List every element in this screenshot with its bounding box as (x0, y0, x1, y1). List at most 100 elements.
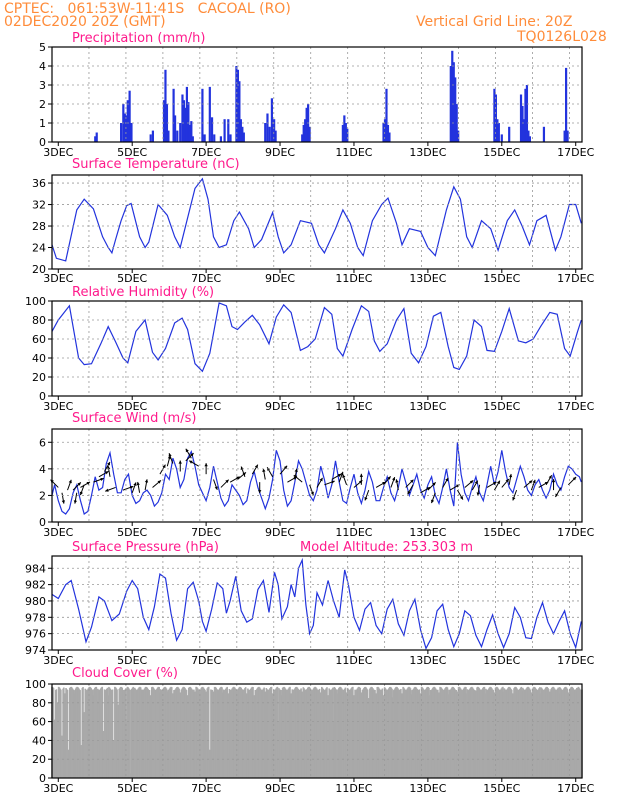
precip-bar (273, 119, 276, 142)
panel-6: 0 20 40 60 80 100 3DEC 5DEC 7DEC 9DEC 11DEC 13DEC 15… (25, 666, 595, 795)
precip-bar (130, 123, 133, 142)
wind-arrow (523, 480, 533, 488)
y-tick-label: 3 (39, 79, 46, 92)
cloud-bar (207, 686, 210, 778)
wind-arrow-head (395, 479, 399, 483)
y-tick-label: 28 (32, 220, 46, 233)
precip-bar (452, 62, 455, 143)
x-tick-label: 7DEC (191, 782, 221, 795)
precip-bar (172, 88, 175, 142)
wind-arrow (501, 478, 510, 488)
wind-arrow (136, 481, 141, 493)
x-tick-label: 13DEC (409, 272, 446, 285)
wind-arrow-head (572, 477, 577, 481)
precip-bar (496, 119, 499, 142)
precip-bar (182, 100, 186, 142)
precip-bar (187, 102, 190, 142)
wind-arrow-head (214, 486, 218, 490)
x-tick-label: 5DEC (117, 526, 147, 539)
precip-bar (184, 107, 187, 142)
precip-bar (563, 130, 566, 142)
precip-bar (236, 69, 240, 142)
wind-arrow-head (410, 479, 414, 484)
wind-arrow (204, 463, 208, 475)
x-tick-label: 11DEC (335, 654, 372, 667)
wind-arrow-head (79, 491, 84, 496)
y-tick-label: 100 (25, 678, 46, 691)
precip-bar (304, 119, 307, 142)
x-tick-label: 17DEC (557, 526, 594, 539)
x-tick-label: 13DEC (409, 782, 446, 795)
x-tick-label: 15DEC (483, 782, 520, 795)
panel-frame (51, 300, 583, 397)
precip-bar (457, 130, 460, 142)
wind-arrow-head (551, 479, 556, 483)
x-tick-label: 3DEC (43, 526, 73, 539)
wind-arrow-head (426, 487, 431, 491)
wind-arrow-head (190, 453, 194, 457)
precip-bar (305, 107, 308, 142)
panel-title: Relative Humidity (%) (72, 285, 214, 300)
series-line (51, 557, 582, 650)
precip-bar (346, 128, 349, 142)
x-tick-label: 7DEC (191, 400, 221, 413)
panel-5: 974 976 978 980 982 984 3DEC 5DEC 7DEC 9DEC 11DEC 1… (25, 540, 595, 667)
panel-annotation: Model Altitude: 253.303 m (300, 540, 473, 555)
wind-arrow (316, 477, 323, 488)
y-tick-label: 982 (25, 579, 46, 592)
precip-bar (126, 100, 129, 142)
wind-arrow-head (505, 479, 509, 483)
wind-arrow-head (178, 460, 182, 464)
wind-arrow (168, 453, 174, 464)
wind-arrow (104, 461, 111, 472)
x-tick-label: 9DEC (265, 782, 295, 795)
panel-title: Surface Pressure (hPa) (72, 540, 219, 555)
y-tick-label: 20 (32, 371, 46, 384)
wind-arrow-head (548, 475, 552, 479)
wind-arrow-head (555, 493, 559, 497)
x-tick-label: 13DEC (409, 400, 446, 413)
wind-arrow (131, 482, 137, 493)
y-tick-label: 980 (25, 595, 46, 608)
wind-arrow (471, 480, 479, 491)
precip-bar (449, 66, 452, 142)
y-tick-label: 24 (32, 242, 46, 255)
wind-arrow-head (77, 482, 81, 486)
x-tick-label: 9DEC (265, 272, 295, 285)
wind-arrow (122, 485, 134, 491)
panel-frame (51, 428, 583, 523)
precip-bar (181, 94, 184, 142)
wind-arrow-head (258, 490, 262, 494)
wind-arrow-head (319, 477, 323, 482)
wind-arrow (251, 464, 259, 475)
wind-arrow (427, 481, 437, 491)
wind-arrow (551, 479, 556, 491)
wind-arrow-head (293, 475, 298, 479)
wind-arrow-head (474, 480, 478, 485)
precip-bar (191, 136, 194, 142)
x-tick-label: 15DEC (483, 526, 520, 539)
wind-arrow-head (144, 479, 149, 483)
precip-bar (173, 115, 177, 142)
x-tick-label: 9DEC (265, 400, 295, 413)
wind-arrow-head (364, 496, 368, 501)
panel-frame (51, 683, 583, 779)
wind-arrow-head (104, 471, 109, 475)
wind-arrow-head (185, 448, 189, 453)
wind-arrow-head (337, 473, 342, 477)
wind-arrow-head (445, 477, 449, 482)
precip-bar (386, 124, 390, 142)
precip-bar (451, 50, 454, 142)
x-tick-label: 5DEC (117, 654, 147, 667)
precip-bar (566, 130, 569, 142)
x-tick-label: 5DEC (117, 782, 147, 795)
y-tick-label: 100 (25, 295, 46, 308)
y-tick-label: 60 (32, 333, 46, 346)
precip-bar (227, 119, 230, 142)
wind-arrow-head (331, 480, 335, 484)
wind-arrow-head (532, 479, 536, 484)
precip-bar (242, 132, 245, 142)
wind-arrow-head (469, 480, 474, 484)
precip-bar (201, 88, 204, 142)
